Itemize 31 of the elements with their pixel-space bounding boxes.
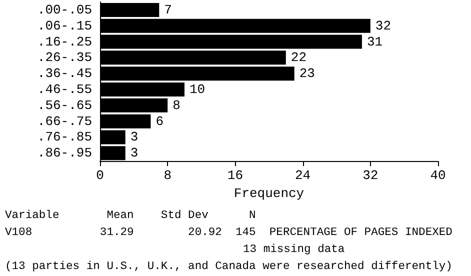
- text: (13 parties in U.S., U.K., and Canada were researched differently): [5, 260, 452, 275]
- text: Variable Mean Std Dev N: [5, 208, 257, 224]
- data-label: 22: [290, 50, 307, 66]
- y-tick-label: .46-.55: [37, 82, 92, 98]
- y-tick-label: .26-.35: [37, 50, 92, 66]
- y-tick-label: .00-.05: [37, 2, 92, 18]
- data-label: 7: [164, 2, 172, 18]
- data-label: 31: [366, 34, 383, 50]
- data-label: 3: [130, 130, 138, 145]
- x-tick-label: 16: [227, 168, 244, 184]
- data-label: 32: [375, 18, 392, 34]
- data-label: 8: [172, 98, 180, 113]
- x-tick-label: 40: [430, 168, 446, 184]
- y-tick-label: .56-.65: [37, 98, 92, 113]
- y-tick-label: .66-.75: [37, 114, 92, 129]
- data-label: 23: [299, 66, 315, 82]
- x-tick-label: 0: [96, 168, 104, 184]
- data-label: 10: [190, 82, 206, 98]
- y-tick-label: .16-.25: [37, 34, 92, 50]
- text: 13 missing data: [242, 242, 346, 258]
- x-tick-label: 8: [164, 168, 172, 184]
- x-tick-label: 24: [294, 168, 311, 184]
- y-tick-label: .36-.45: [37, 66, 92, 82]
- y-tick-label: .76-.85: [37, 130, 92, 145]
- y-tick-label: .86-.95: [37, 146, 92, 161]
- data-label: 6: [156, 114, 164, 129]
- text: V108 31.29 20.92 145 PERCENTAGE OF PAGES INDEXED: [5, 226, 452, 241]
- data-label: 3: [130, 146, 138, 161]
- x-tick-label: 32: [362, 168, 378, 184]
- y-tick-label: .06-.15: [37, 18, 92, 34]
- x-axis-title: Frequency: [234, 186, 304, 201]
